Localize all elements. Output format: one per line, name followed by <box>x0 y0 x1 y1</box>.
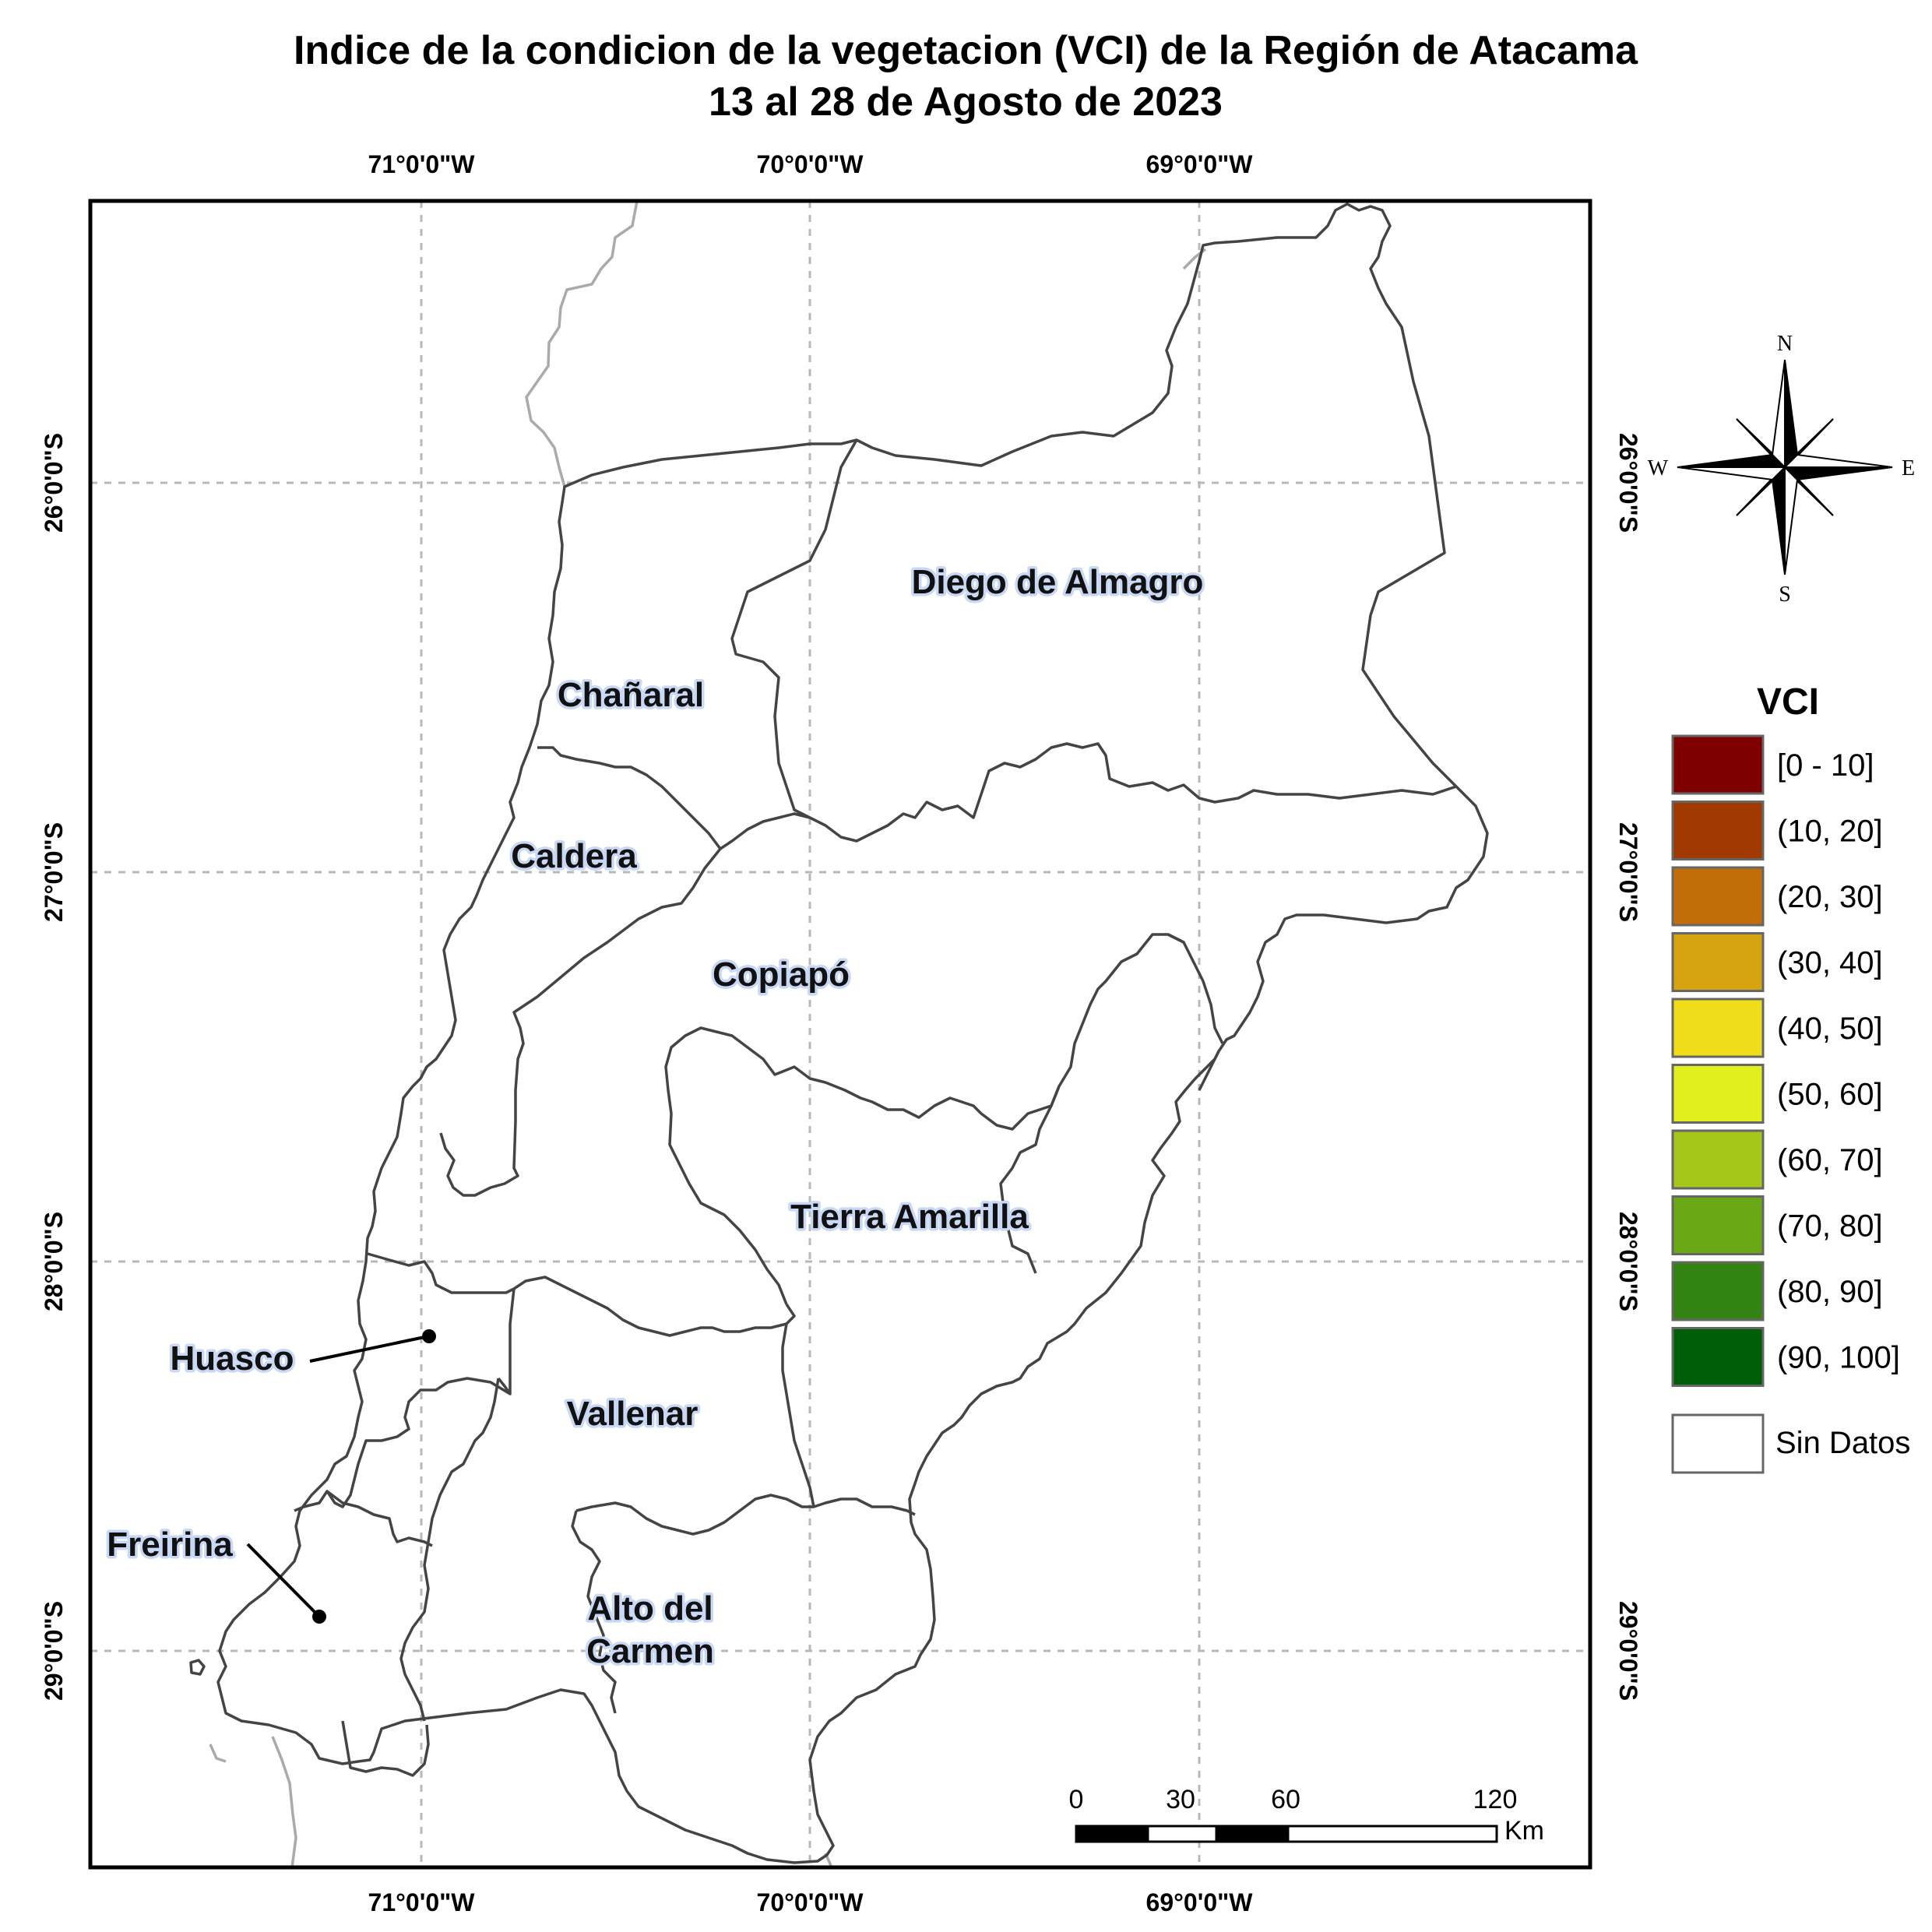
lon-label-top-70: 70°0'0"W <box>757 150 864 178</box>
scale-tick-0: 0 <box>1069 1785 1084 1814</box>
lat-label-left-26: 26°0'0"S <box>40 433 68 533</box>
legend: VCI [0 - 10] (10, 20] (20, 30] (30, 40] (40,… <box>1671 681 1910 1474</box>
legend-label-2: (20, 30] <box>1777 880 1883 914</box>
legend-swatch-9 <box>1671 1327 1765 1387</box>
legend-swatch-4 <box>1671 998 1765 1058</box>
lat-label-right-26: 26°0'0"S <box>1614 433 1642 533</box>
comuna-label-tierra-amarilla: Tierra Amarilla <box>790 1198 1029 1236</box>
north-arrow-icon: N S E W <box>1648 332 1916 607</box>
legend-label-3: (30, 40] <box>1777 946 1883 980</box>
comuna-label-chanaral: Chañaral <box>558 676 704 714</box>
scale-unit: Km <box>1504 1816 1544 1846</box>
coastline <box>209 200 1207 1868</box>
lon-label-top-71: 71°0'0"W <box>368 150 476 178</box>
lat-label-left-29: 29°0'0"S <box>40 1601 68 1701</box>
compass-w: W <box>1648 456 1669 480</box>
legend-swatch-3 <box>1671 932 1765 992</box>
legend-label-4: (40, 50] <box>1777 1012 1883 1046</box>
map-title-line-1: Indice de la condicion de la vegetacion … <box>294 28 1638 73</box>
lon-label-bottom-69: 69°0'0"W <box>1146 1888 1254 1916</box>
comuna-label-copiapo: Copiapó <box>713 955 850 994</box>
legend-swatch-1 <box>1671 801 1765 860</box>
comuna-label-caldera: Caldera <box>511 837 637 875</box>
legend-label-5: (50, 60] <box>1777 1078 1883 1112</box>
legend-label-9: (90, 100] <box>1777 1341 1900 1375</box>
lon-label-bottom-71: 71°0'0"W <box>368 1888 476 1916</box>
scale-tick-30: 30 <box>1166 1785 1195 1814</box>
legend-swatch-8 <box>1671 1261 1765 1321</box>
scale-bar: 0 30 60 120 Km <box>1069 1785 1544 1846</box>
comuna-label-alto-del-carmen-line2: Carmen <box>586 1632 714 1670</box>
scale-tick-120: 120 <box>1473 1785 1518 1814</box>
compass-n: N <box>1777 332 1793 356</box>
map-frame <box>88 199 1592 1870</box>
comuna-borders <box>189 202 1489 1864</box>
map-title-line-2: 13 al 28 de Agosto de 2023 <box>709 79 1223 125</box>
lat-label-right-27: 27°0'0"S <box>1614 822 1642 922</box>
lat-label-right-28: 28°0'0"S <box>1614 1212 1642 1311</box>
legend-label-8: (80, 90] <box>1777 1275 1883 1309</box>
scale-tick-60: 60 <box>1271 1785 1300 1814</box>
legend-label-6: (60, 70] <box>1777 1143 1883 1177</box>
legend-swatch-5 <box>1671 1064 1765 1124</box>
lon-label-top-69: 69°0'0"W <box>1146 150 1254 178</box>
comuna-label-freirina: Freirina <box>107 1526 233 1564</box>
legend-swatch-no-data <box>1671 1413 1765 1474</box>
legend-label-0: [0 - 10] <box>1777 748 1874 783</box>
graticule <box>90 201 1590 1867</box>
compass-e: E <box>1902 456 1915 480</box>
comuna-label-alto-del-carmen-line1: Alto del <box>587 1589 713 1628</box>
comuna-label-huasco: Huasco <box>171 1339 294 1378</box>
legend-swatch-0 <box>1671 734 1765 795</box>
legend-label-1: (10, 20] <box>1777 815 1883 849</box>
lat-label-left-27: 27°0'0"S <box>40 822 68 922</box>
lon-label-bottom-70: 70°0'0"W <box>757 1888 864 1916</box>
huasco-pointer <box>309 1329 436 1363</box>
freirina-pointer <box>246 1543 326 1624</box>
legend-swatch-2 <box>1671 866 1765 927</box>
comuna-label-diego-de-almagro: Diego de Almagro <box>912 563 1204 601</box>
legend-swatch-7 <box>1671 1195 1765 1255</box>
lat-label-left-28: 28°0'0"S <box>40 1212 68 1311</box>
legend-title: VCI <box>1757 681 1819 723</box>
compass-s: S <box>1779 582 1791 607</box>
legend-label-no-data: Sin Datos <box>1775 1426 1910 1460</box>
lat-label-right-29: 29°0'0"S <box>1614 1601 1642 1701</box>
legend-swatch-6 <box>1671 1129 1765 1190</box>
comuna-label-vallenar: Vallenar <box>567 1395 699 1433</box>
legend-label-7: (70, 80] <box>1777 1209 1883 1244</box>
